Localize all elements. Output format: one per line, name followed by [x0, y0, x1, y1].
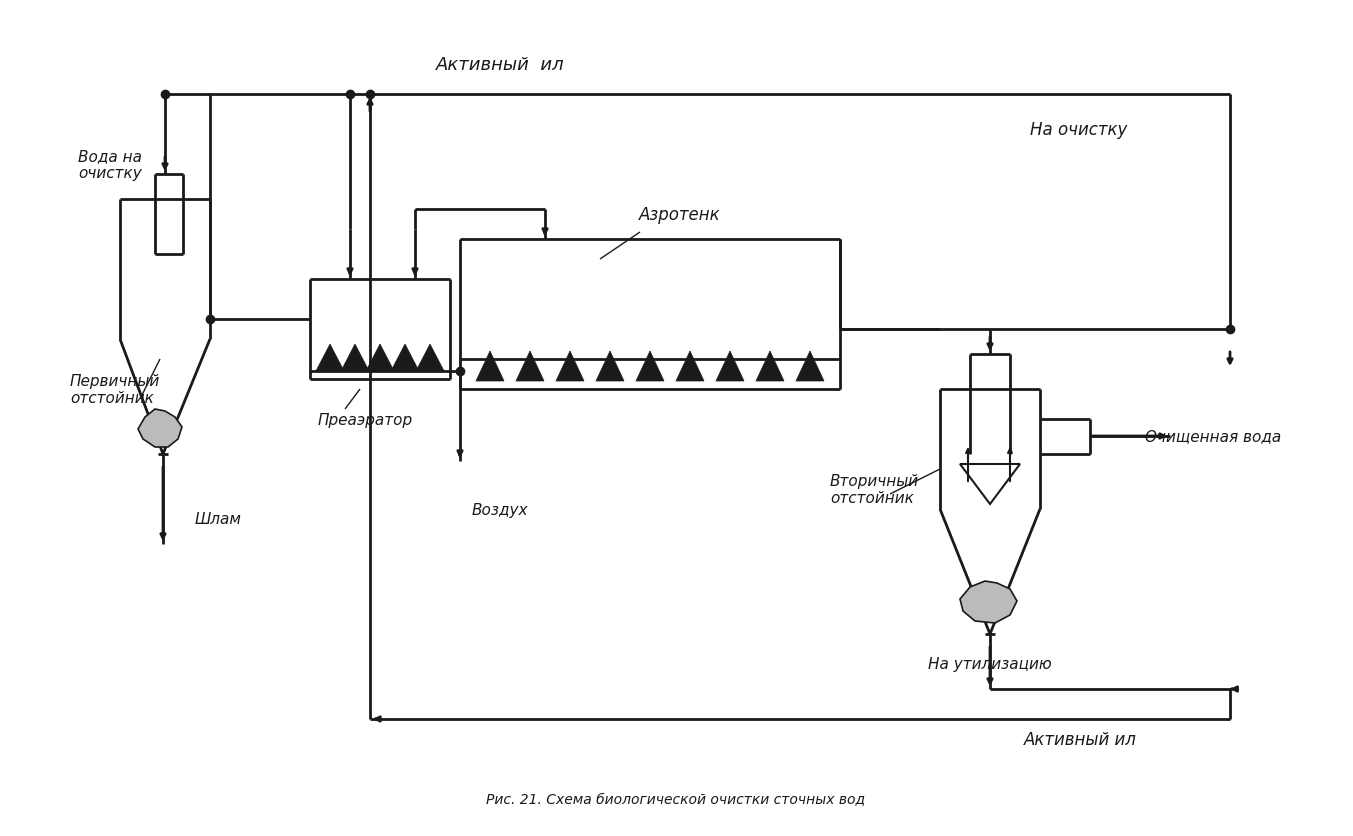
- Text: Активный  ил: Активный ил: [436, 56, 564, 74]
- Text: Азротенк: Азротенк: [639, 206, 721, 224]
- Text: Вода на
очистку: Вода на очистку: [78, 149, 142, 181]
- Polygon shape: [138, 410, 183, 447]
- Text: Рис. 21. Схема биологической очистки сточных вод: Рис. 21. Схема биологической очистки сто…: [487, 792, 866, 806]
- Polygon shape: [716, 352, 744, 381]
- Polygon shape: [756, 352, 783, 381]
- Polygon shape: [391, 344, 419, 371]
- Text: Вторичный
отстойник: Вторичный отстойник: [829, 473, 919, 506]
- Text: Активный ил: Активный ил: [1024, 730, 1137, 748]
- Text: Очищенная вода: Очищенная вода: [1145, 429, 1281, 444]
- Polygon shape: [476, 352, 505, 381]
- Polygon shape: [415, 344, 444, 371]
- Text: Воздух: Воздух: [472, 502, 528, 517]
- Polygon shape: [676, 352, 704, 381]
- Polygon shape: [636, 352, 664, 381]
- Text: Первичный
отстойник: Первичный отстойник: [70, 374, 160, 405]
- Polygon shape: [341, 344, 369, 371]
- Polygon shape: [796, 352, 824, 381]
- Text: На утилизацию: На утилизацию: [928, 657, 1051, 671]
- Polygon shape: [515, 352, 544, 381]
- Polygon shape: [317, 344, 344, 371]
- Polygon shape: [556, 352, 584, 381]
- Text: Шлам: Шлам: [195, 512, 242, 527]
- Polygon shape: [961, 581, 1017, 624]
- Text: Преаэратор: Преаэратор: [318, 412, 413, 427]
- Polygon shape: [367, 344, 394, 371]
- Polygon shape: [597, 352, 624, 381]
- Text: На очистку: На очистку: [1030, 121, 1127, 139]
